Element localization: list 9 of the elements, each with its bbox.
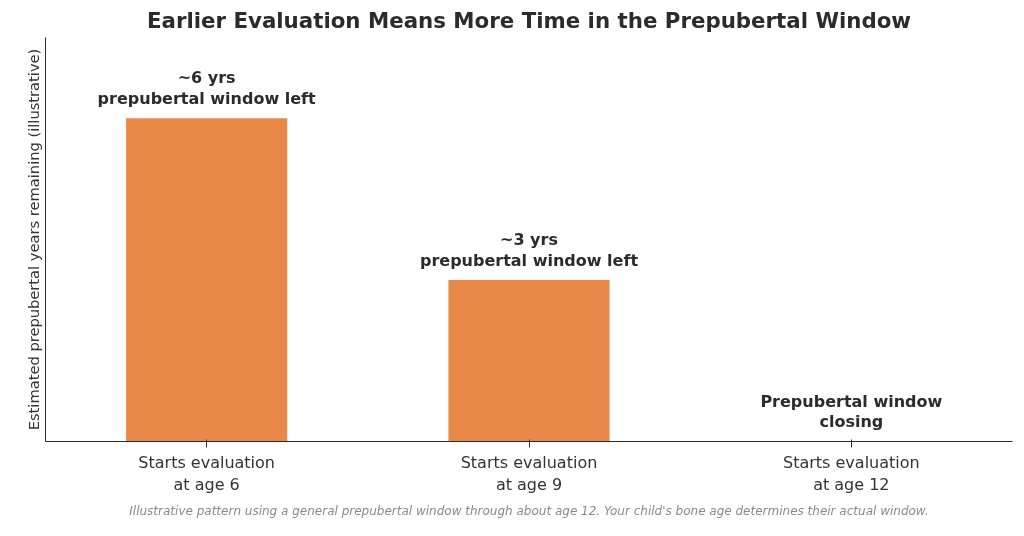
y-axis-title: Estimated prepubertal years remaining (illustrative)	[24, 48, 42, 431]
data-label: ~6 yrs prepubertal window left	[97, 68, 317, 109]
text: Illustrative pattern using a general prepubertal window through about age 12. Your child's bone age determines their actual window.	[129, 503, 929, 518]
data-label: Prepubertal window closing	[760, 391, 943, 432]
x-tick-label: Starts evaluation at age 9	[460, 452, 598, 495]
x-tick-label: Starts evaluation at age 12	[783, 452, 920, 495]
data-label: ~3 yrs prepubertal window left	[419, 230, 639, 270]
x-tick-label: Starts evaluation at age 6	[138, 452, 276, 495]
chart-title: Earlier Evaluation Means More Time in the Prepubertal Window	[146, 7, 912, 33]
